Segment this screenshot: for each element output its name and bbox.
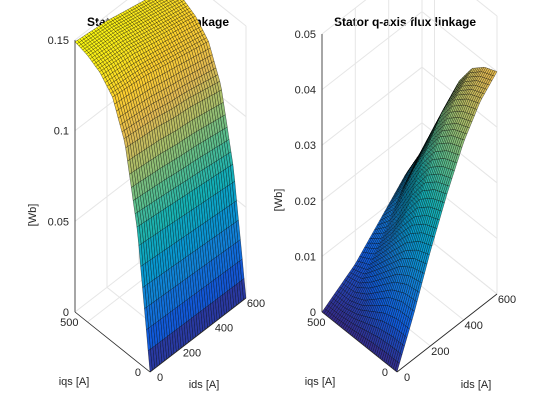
z-tick-label: 0.05 [48, 216, 69, 228]
grid-line [321, 11, 423, 90]
z-tick-label: 0 [63, 307, 69, 319]
grid-line [321, 122, 423, 202]
grid-line [321, 66, 423, 146]
z-tick-label: 0.04 [295, 85, 316, 97]
x-axis-label: ids [A] [461, 379, 492, 391]
z-tick-label: 0.1 [54, 126, 69, 138]
chart-title: Stator q-axis flux linkage [334, 15, 476, 29]
z-tick-label: 0.03 [295, 140, 316, 152]
y-tick-label: 500 [307, 317, 325, 329]
z-tick-label: 0 [310, 307, 316, 319]
x-tick-label: 0 [404, 372, 410, 384]
x-tick-label: 400 [465, 320, 483, 332]
x-axis-line [396, 293, 498, 373]
z-axis-label: [Wb] [27, 204, 39, 227]
grid-line [74, 0, 128, 41]
z-tick-label: 0.01 [295, 251, 316, 263]
y-tick-label: 0 [135, 367, 141, 379]
grid-line [421, 233, 498, 295]
z-tick-label: 0.15 [48, 35, 69, 47]
surface [74, 0, 247, 373]
y-axis-label: iqs [A] [59, 376, 90, 388]
x-tick-label: 0 [157, 372, 163, 384]
x-tick-label: 400 [215, 323, 233, 335]
y-axis-line [74, 311, 151, 373]
y-tick-label: 500 [60, 317, 78, 329]
x-axis-label: ids [A] [189, 379, 220, 391]
z-tick-label: 0.05 [295, 29, 316, 41]
grid-line [212, 0, 247, 27]
y-axis-line [321, 311, 398, 373]
z-tick-label: 0.02 [295, 196, 316, 208]
z-axis-label: [Wb] [273, 189, 285, 212]
grid-line [321, 0, 367, 35]
x-axis-line [149, 297, 247, 373]
x-tick-label: 200 [431, 346, 449, 358]
surface-patch [492, 70, 498, 77]
x-tick-label: 600 [498, 294, 516, 306]
surface [321, 66, 498, 373]
plot-d-axis-flux: Stator d-axis flux linkage [Wb] iqs [A] … [27, 0, 265, 391]
x-tick-label: 600 [247, 298, 265, 310]
plot-q-axis-flux: Stator q-axis flux linkage [Wb] iqs [A] … [273, 0, 516, 391]
y-axis-label: iqs [A] [305, 376, 336, 388]
y-tick-label: 0 [382, 367, 388, 379]
grid-line [476, 0, 498, 17]
x-tick-label: 200 [183, 347, 201, 359]
